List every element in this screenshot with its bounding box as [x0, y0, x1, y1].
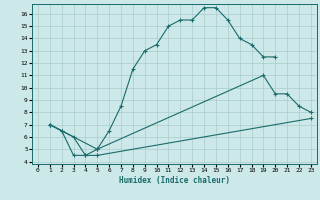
- X-axis label: Humidex (Indice chaleur): Humidex (Indice chaleur): [119, 176, 230, 185]
